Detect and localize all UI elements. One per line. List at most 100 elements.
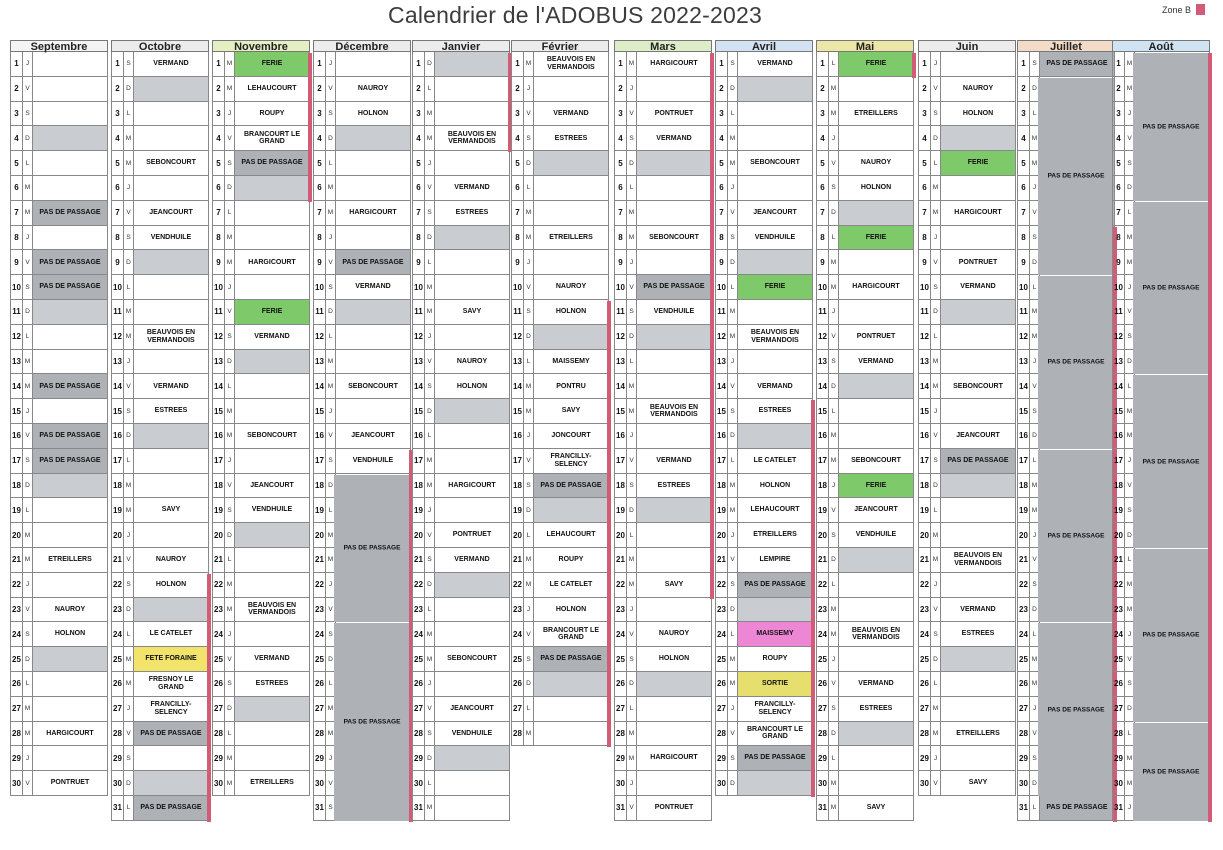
day-number: 23: [11, 597, 23, 622]
day-event: BRANCOURT LE GRAND: [244, 130, 300, 146]
day-number: 2: [413, 76, 425, 101]
day-number: 28: [112, 721, 124, 746]
day-row: 23 D: [715, 597, 813, 623]
weekday-letter: J: [23, 746, 33, 771]
day-event: [637, 176, 711, 200]
day-number: 22: [413, 572, 425, 597]
weekday-letter: S: [931, 622, 941, 647]
holiday-block: PAS DE PASSAGE: [1038, 276, 1114, 449]
weekday-letter: S: [728, 572, 738, 597]
day-number: 15: [716, 399, 728, 423]
day-event: [534, 324, 608, 349]
day-number: 21: [413, 547, 425, 572]
day-number: 1: [919, 52, 931, 76]
day-event: PAS DE PASSAGE: [235, 151, 309, 175]
day-number: 6: [11, 175, 23, 200]
weekday-letter: D: [23, 126, 33, 151]
day-event: VERMAND: [757, 60, 793, 68]
day-row: 30 V SAVY: [918, 771, 1016, 796]
day-number: 28: [1113, 721, 1125, 746]
day-number: 6: [615, 175, 627, 200]
day-event: LE CATELET: [753, 456, 797, 464]
day-number: 21: [1113, 547, 1125, 572]
day-row: 26 M FRESNOY LE GRAND: [111, 671, 209, 697]
day-number: 29: [413, 746, 425, 771]
weekday-letter: M: [225, 250, 235, 275]
day-number: 11: [314, 299, 326, 324]
day-row: 24 S HOLNON: [10, 622, 108, 648]
weekday-letter: S: [225, 324, 235, 349]
weekday-letter: M: [326, 175, 336, 200]
day-row: 24 L MAISSEMY: [715, 622, 813, 648]
day-number: 22: [512, 572, 524, 597]
day-number: 24: [112, 622, 124, 647]
day-row: 12 L: [918, 324, 1016, 350]
day-row: 27 J FRANCILLY-SELENCY: [111, 696, 209, 722]
day-event: [941, 399, 1015, 423]
weekday-letter: D: [124, 423, 134, 448]
day-number: 3: [919, 101, 931, 126]
weekday-letter: S: [124, 52, 134, 76]
day-event: HOLNON: [658, 655, 690, 663]
day-row: 7 S ESTREES: [412, 200, 510, 226]
day-event: [738, 597, 812, 622]
holiday-block: PAS DE PASSAGE: [334, 623, 410, 821]
day-number: 5: [413, 151, 425, 175]
weekday-letter: L: [23, 151, 33, 175]
day-number: 1: [1018, 52, 1030, 76]
day-number: 22: [1018, 572, 1030, 597]
day-number: 4: [112, 126, 124, 151]
weekday-letter: D: [728, 250, 738, 275]
day-number: 11: [1018, 299, 1030, 324]
day-number: 15: [817, 399, 829, 423]
day-number: 17: [413, 448, 425, 473]
day-row: 16 V JEANCOURT: [918, 423, 1016, 449]
day-event: HOLNON: [860, 184, 892, 192]
day-number: 14: [413, 374, 425, 399]
day-number: 21: [213, 547, 225, 572]
day-number: 11: [11, 299, 23, 324]
weekday-letter: L: [524, 696, 534, 721]
day-row: 19 L: [10, 498, 108, 524]
weekday-letter: M: [829, 250, 839, 275]
day-row: 11 D: [918, 299, 1016, 325]
day-event: [435, 622, 509, 646]
day-row: 25 S PAS DE PASSAGE: [511, 647, 609, 672]
day-row: 22 J: [10, 572, 108, 598]
weekday-letter: J: [524, 423, 534, 448]
day-row: 27 V JEANCOURT: [412, 696, 510, 722]
weekday-letter: L: [23, 671, 33, 696]
weekday-letter: M: [829, 76, 839, 101]
day-event: [33, 498, 107, 522]
day-row: 13 L MAISSEMY: [511, 349, 609, 375]
day-number: 18: [11, 473, 23, 498]
weekday-letter: L: [931, 498, 941, 523]
day-row: 20 S VENDHUILE: [816, 523, 914, 548]
day-event: NAUROY: [962, 84, 994, 92]
day-number: 6: [1113, 175, 1125, 200]
day-number: 13: [11, 349, 23, 374]
weekday-letter: J: [124, 696, 134, 721]
day-number: 4: [1113, 126, 1125, 151]
day-event: [235, 226, 309, 250]
day-number: 7: [213, 200, 225, 225]
day-row: 22 S HOLNON: [111, 572, 209, 598]
day-event: PAS DE PASSAGE: [941, 448, 1015, 473]
weekday-letter: J: [23, 572, 33, 597]
day-event: [33, 77, 107, 101]
weekday-letter: J: [524, 250, 534, 275]
day-event: [33, 126, 107, 151]
day-event: VENDHUILE: [754, 233, 796, 241]
day-event: [637, 697, 711, 721]
day-event: [33, 473, 107, 498]
day-number: 19: [919, 498, 931, 523]
day-row: 25 V VERMAND: [212, 647, 310, 672]
day-event: [134, 597, 208, 622]
weekday-letter: M: [225, 572, 235, 597]
weekday-letter: D: [524, 151, 534, 175]
weekday-letter: J: [829, 126, 839, 151]
